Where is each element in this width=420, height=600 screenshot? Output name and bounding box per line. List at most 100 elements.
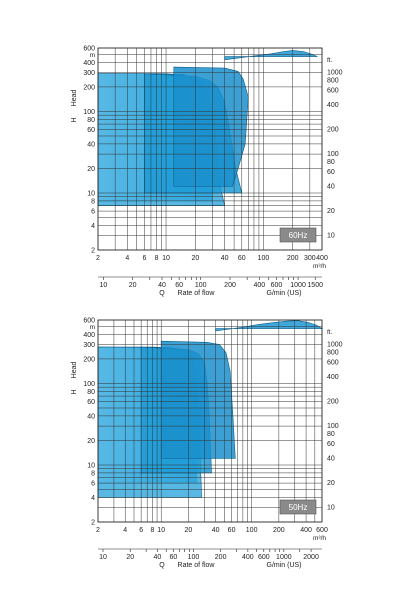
y-left-unit: m bbox=[90, 324, 95, 331]
y-left-tick-label: 20 bbox=[87, 166, 95, 173]
y-left-tick-label: 60 bbox=[87, 399, 95, 406]
y-right-tick-label: 60 bbox=[327, 441, 335, 448]
y-left-tick-label: 2 bbox=[91, 248, 95, 255]
x-m3h-tick-label: 400 bbox=[300, 527, 312, 534]
y-left-tick-label: 6 bbox=[91, 481, 95, 488]
y-left-tick-label: 10 bbox=[87, 191, 95, 198]
gpm-tick-label: 600 bbox=[271, 282, 283, 289]
y-left-tick-label: 40 bbox=[87, 141, 95, 148]
x-m3h-tick-label: 10 bbox=[157, 527, 165, 534]
gpm-tick-label: 100 bbox=[188, 554, 200, 561]
x-m3h-tick-label: 400 bbox=[316, 255, 328, 262]
x-m3h-tick-label: 600 bbox=[316, 527, 328, 534]
x-m3h-tick-label: 60 bbox=[238, 255, 246, 262]
y-right-tick-label: 800 bbox=[327, 77, 339, 84]
gpm-tick-label: 10 bbox=[99, 554, 107, 561]
frequency-badge-text: 50Hz bbox=[289, 503, 308, 512]
x-m3h-tick-label: 2 bbox=[96, 527, 100, 534]
y-right-tick-label: 1000 bbox=[327, 341, 343, 348]
y-right-tick-label: 400 bbox=[327, 374, 339, 381]
y-left-tick-label: 100 bbox=[83, 109, 95, 116]
y-right-tick-label: 80 bbox=[327, 159, 335, 166]
y-left-unit: m bbox=[90, 52, 95, 59]
x-m3h-tick-label: 6 bbox=[142, 255, 146, 262]
x-m3h-tick-label: 4 bbox=[125, 255, 129, 262]
gpm-tick-label: 1000 bbox=[276, 554, 292, 561]
y-left-tick-label: 4 bbox=[91, 223, 95, 230]
x-m3h-tick-label: 20 bbox=[185, 527, 193, 534]
chart-panel-2: 24681020406080100200300400600m1020406080… bbox=[71, 318, 343, 570]
performance-region-5 bbox=[215, 320, 324, 332]
y-left-tick-label: 100 bbox=[83, 381, 95, 388]
x-m3h-unit: m³/h bbox=[313, 535, 326, 542]
x-m3h-tick-label: 200 bbox=[287, 255, 299, 262]
y-left-tick-label: 60 bbox=[87, 127, 95, 134]
y-left-tick-label: 40 bbox=[87, 413, 95, 420]
gpm-tick-label: 40 bbox=[154, 554, 162, 561]
performance-region-4 bbox=[173, 66, 249, 187]
y-left-tick-label: 10 bbox=[87, 463, 95, 470]
plot-frame bbox=[97, 319, 323, 523]
y-left-tick-label: 400 bbox=[83, 60, 95, 67]
y-left-tick-label: 20 bbox=[87, 438, 95, 445]
y-right-tick-label: 200 bbox=[327, 398, 339, 405]
gpm-tick-label: 10 bbox=[99, 282, 107, 289]
performance-region-4 bbox=[160, 340, 236, 459]
y-right-tick-label: 1000 bbox=[327, 69, 343, 76]
gpm-tick-label: 20 bbox=[129, 282, 137, 289]
y-right-tick-label: 600 bbox=[327, 360, 339, 367]
y-right-tick-label: 40 bbox=[327, 455, 335, 462]
gpm-tick-label: 600 bbox=[258, 554, 270, 561]
x-rate-of-flow-label: Rate of flow bbox=[178, 290, 216, 297]
x-m3h-tick-label: 200 bbox=[273, 527, 285, 534]
y-right-unit: ft. bbox=[327, 57, 333, 64]
frequency-badge bbox=[279, 499, 317, 515]
chart-panel-1: 24681020406080100200300400600m1020406080… bbox=[71, 46, 343, 298]
y-left-tick-label: 300 bbox=[83, 342, 95, 349]
y-axis-letter-h: H bbox=[71, 389, 78, 394]
x-m3h-tick-label: 300 bbox=[304, 255, 316, 262]
y-left-tick-label: 600 bbox=[83, 318, 95, 325]
gpm-tick-label: 20 bbox=[126, 554, 134, 561]
y-left-tick-label: 400 bbox=[83, 332, 95, 339]
gpm-tick-label: 400 bbox=[242, 554, 254, 561]
x-gpm-unit: G/min (US) bbox=[267, 562, 302, 569]
y-axis-label-head: Head bbox=[71, 362, 78, 379]
frequency-badge-text: 60Hz bbox=[289, 231, 308, 240]
x-m3h-tick-label: 40 bbox=[212, 527, 220, 534]
gpm-tick-label: 60 bbox=[175, 282, 183, 289]
y-left-tick-label: 200 bbox=[83, 84, 95, 91]
x-m3h-tick-label: 8 bbox=[150, 527, 154, 534]
gpm-tick-label: 200 bbox=[215, 554, 227, 561]
y-axis-label-head: Head bbox=[71, 90, 78, 107]
x-m3h-tick-label: 2 bbox=[96, 255, 100, 262]
x-m3h-tick-label: 60 bbox=[228, 527, 236, 534]
y-right-tick-label: 10 bbox=[327, 233, 335, 240]
gpm-tick-label: 100 bbox=[195, 282, 207, 289]
y-right-tick-label: 100 bbox=[327, 151, 339, 158]
gpm-tick-label: 200 bbox=[224, 282, 236, 289]
y-left-tick-label: 200 bbox=[83, 356, 95, 363]
y-left-tick-label: 300 bbox=[83, 70, 95, 77]
x-m3h-tick-label: 6 bbox=[139, 527, 143, 534]
y-left-tick-label: 4 bbox=[91, 495, 95, 502]
x-m3h-tick-label: 100 bbox=[246, 527, 258, 534]
y-left-tick-label: 80 bbox=[87, 117, 95, 124]
gpm-tick-label: 40 bbox=[158, 282, 166, 289]
plot-frame bbox=[97, 47, 323, 251]
x-m3h-tick-label: 100 bbox=[258, 255, 270, 262]
y-left-tick-label: 600 bbox=[83, 46, 95, 53]
y-right-tick-label: 100 bbox=[327, 423, 339, 430]
x-m3h-unit: m³/h bbox=[313, 263, 326, 270]
y-right-tick-label: 20 bbox=[327, 208, 335, 215]
x-m3h-tick-label: 20 bbox=[191, 255, 199, 262]
performance-region-5 bbox=[224, 50, 318, 61]
y-right-tick-label: 20 bbox=[327, 480, 335, 487]
y-right-tick-label: 800 bbox=[327, 349, 339, 356]
gpm-tick-label: 400 bbox=[253, 282, 265, 289]
y-right-tick-label: 400 bbox=[327, 102, 339, 109]
y-right-unit: ft. bbox=[327, 329, 333, 336]
gpm-tick-label: 2000 bbox=[303, 554, 319, 561]
x-m3h-tick-label: 8 bbox=[155, 255, 159, 262]
